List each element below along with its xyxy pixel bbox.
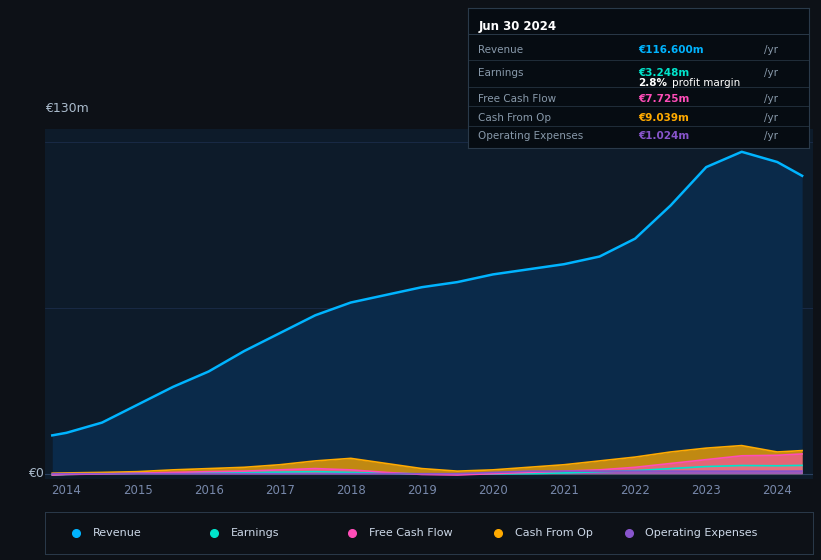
Text: €0: €0 [28, 467, 44, 480]
Text: €3.248m: €3.248m [639, 68, 690, 78]
Text: /yr: /yr [764, 95, 778, 104]
Text: Cash From Op: Cash From Op [478, 113, 551, 123]
Text: Free Cash Flow: Free Cash Flow [478, 95, 557, 104]
Text: €7.725m: €7.725m [639, 95, 690, 104]
Text: /yr: /yr [764, 68, 778, 78]
Text: Cash From Op: Cash From Op [515, 529, 593, 538]
Text: /yr: /yr [764, 45, 778, 55]
Text: profit margin: profit margin [672, 78, 741, 87]
Text: Operating Expenses: Operating Expenses [645, 529, 758, 538]
Text: Revenue: Revenue [478, 45, 523, 55]
Text: /yr: /yr [764, 131, 778, 141]
Text: Earnings: Earnings [231, 529, 279, 538]
Text: €1.024m: €1.024m [639, 131, 690, 141]
Text: €116.600m: €116.600m [639, 45, 704, 55]
Text: Free Cash Flow: Free Cash Flow [369, 529, 452, 538]
Text: €9.039m: €9.039m [639, 113, 689, 123]
Text: /yr: /yr [764, 113, 778, 123]
Text: Jun 30 2024: Jun 30 2024 [478, 20, 557, 32]
Text: Revenue: Revenue [93, 529, 141, 538]
Text: Operating Expenses: Operating Expenses [478, 131, 584, 141]
Text: Earnings: Earnings [478, 68, 524, 78]
Text: 2.8%: 2.8% [639, 78, 667, 87]
Text: €130m: €130m [45, 102, 89, 115]
